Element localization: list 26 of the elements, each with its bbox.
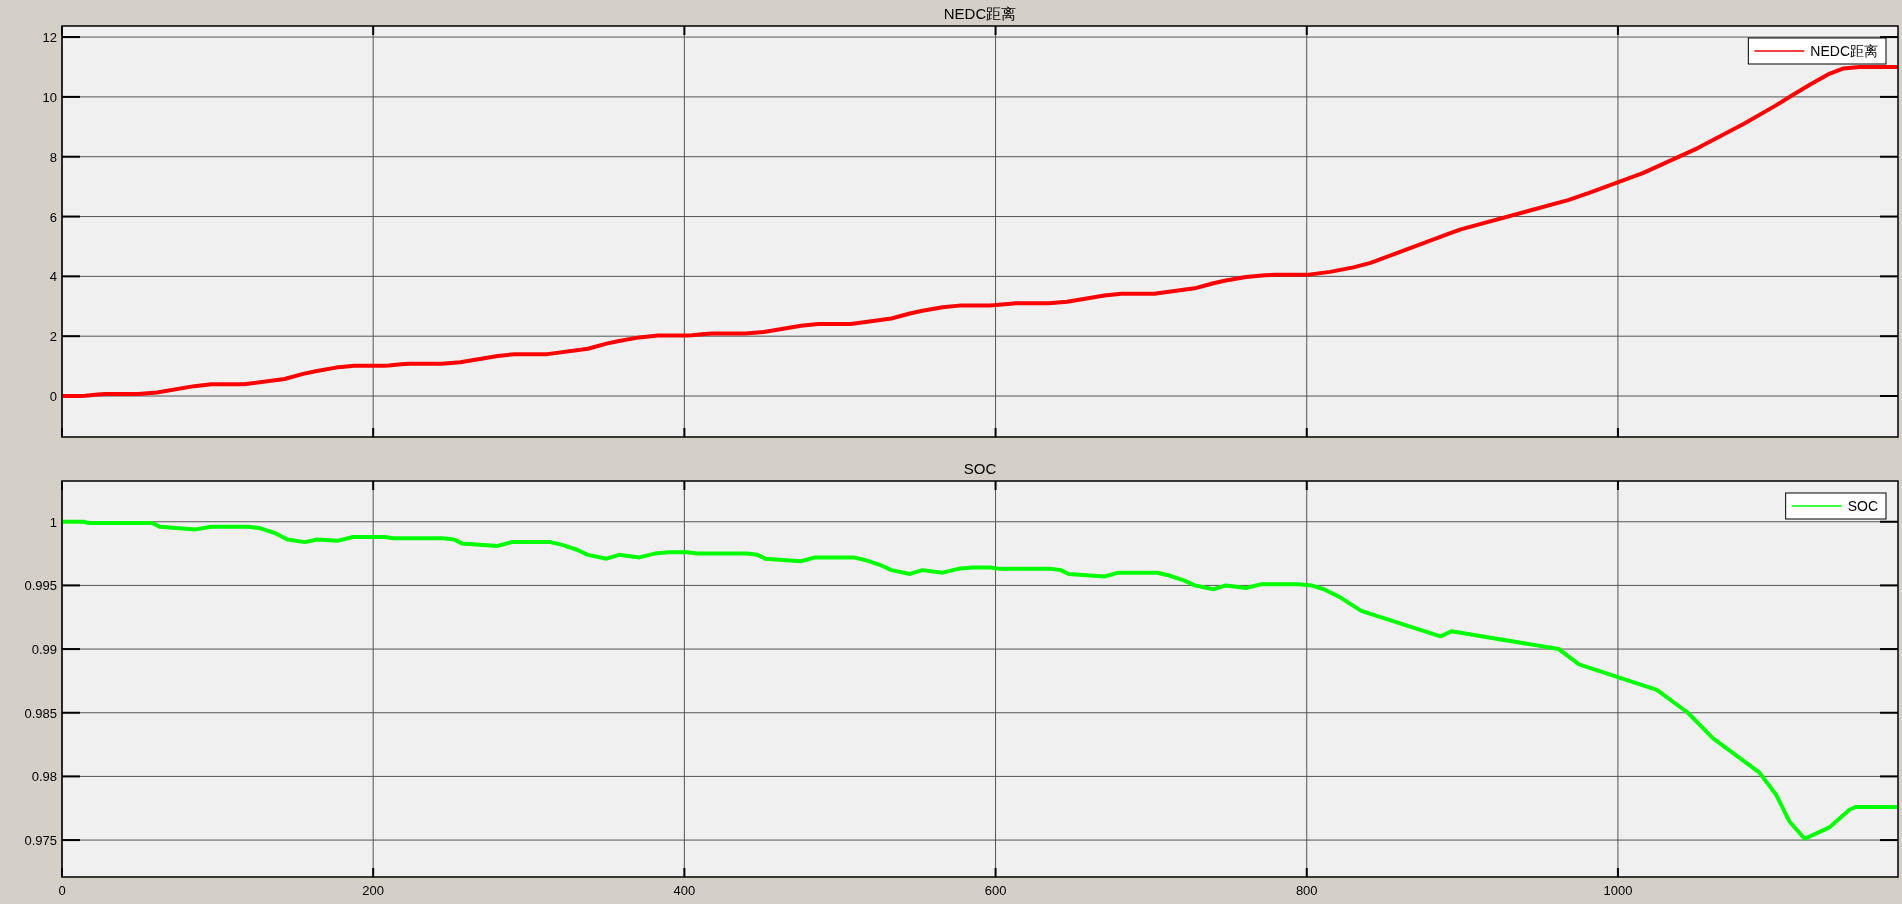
y-tick-label: 0.975 — [24, 833, 57, 849]
x-tick-label: 400 — [673, 883, 696, 898]
chart-title: SOC — [963, 460, 997, 477]
y-tick-label: 6 — [49, 209, 57, 225]
x-tick-label: 600 — [984, 883, 1007, 898]
y-tick-label: 10 — [42, 89, 57, 105]
x-tick-label: 800 — [1295, 883, 1318, 898]
chart-title: NEDC距离 — [943, 5, 1017, 22]
legend: SOC — [1785, 492, 1887, 520]
legend: NEDC距离 — [1747, 37, 1887, 65]
x-tick-label: 1000 — [1603, 883, 1633, 898]
line-series — [62, 519, 1898, 841]
legend-label: SOC — [1847, 498, 1878, 514]
y-tick-label: 0.985 — [24, 705, 57, 721]
y-tick-label: 0.995 — [24, 578, 57, 594]
line-series — [62, 64, 1898, 399]
y-tick-label: 1 — [49, 514, 57, 530]
y-tick-label: 12 — [42, 30, 57, 46]
y-tick-label: 4 — [49, 269, 57, 285]
x-tick-label: 200 — [362, 883, 385, 898]
y-tick-label: 0.99 — [31, 642, 57, 658]
legend-label: NEDC距离 — [1810, 43, 1878, 59]
y-tick-label: 0 — [49, 389, 57, 405]
y-tick-label: 2 — [49, 329, 57, 345]
y-tick-label: 0.98 — [31, 769, 57, 785]
y-tick-label: 8 — [49, 149, 57, 165]
